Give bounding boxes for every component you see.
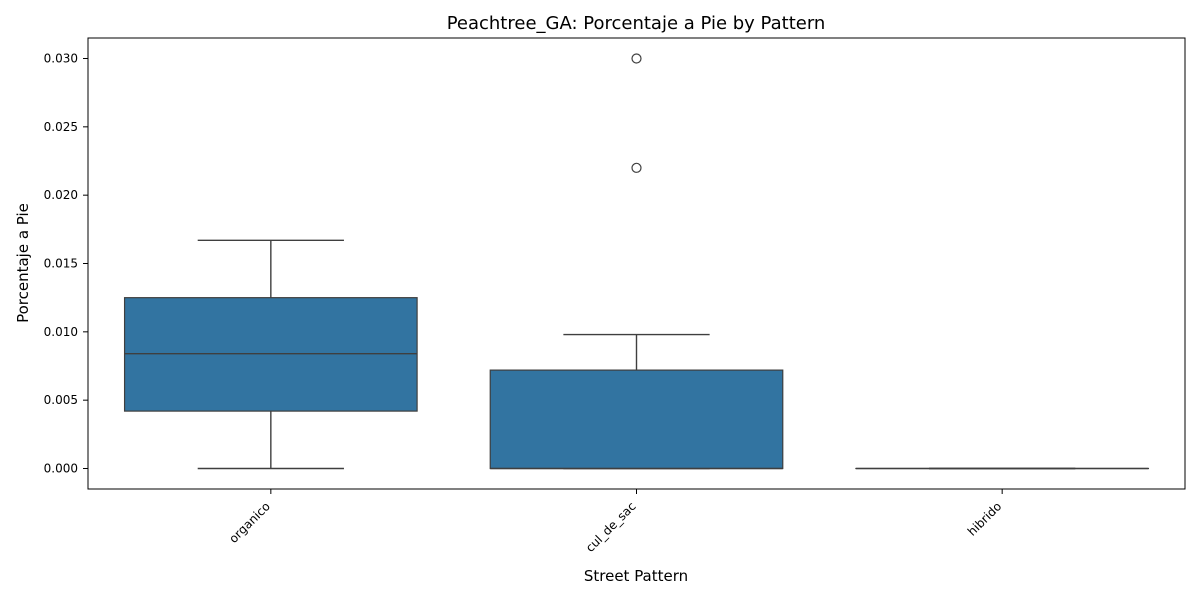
y-tick-label-6: 0.030 (44, 52, 78, 66)
x-tick-label-cul-de-sac: cul_de_sac (583, 499, 639, 555)
outlier-point-cul-de-sac-2 (631, 53, 642, 64)
x-axis-title: Street Pattern (584, 567, 688, 585)
y-tick-label-2: 0.010 (44, 325, 78, 339)
plot-layer: 0.000 0.005 0.010 0.015 0.020 0.025 0.030 organ… (44, 37, 1186, 555)
x-tick-label-hibrido: hibrido (965, 499, 1004, 538)
y-axis-title: Porcentaje a Pie (14, 203, 32, 323)
outlier-point-cul-de-sac-1 (631, 162, 642, 173)
y-tick-label-1: 0.005 (44, 393, 78, 407)
y-tick-label-3: 0.015 (44, 257, 78, 271)
y-tick-label-5: 0.025 (44, 120, 78, 134)
x-tick-label-organico: organico (226, 499, 273, 546)
y-tick-label-4: 0.020 (44, 188, 78, 202)
box-cul-de-sac (489, 369, 784, 470)
chart-title: Peachtree_GA: Porcentaje a Pie by Patter… (447, 13, 826, 34)
y-tick-label-0: 0.000 (44, 462, 78, 476)
